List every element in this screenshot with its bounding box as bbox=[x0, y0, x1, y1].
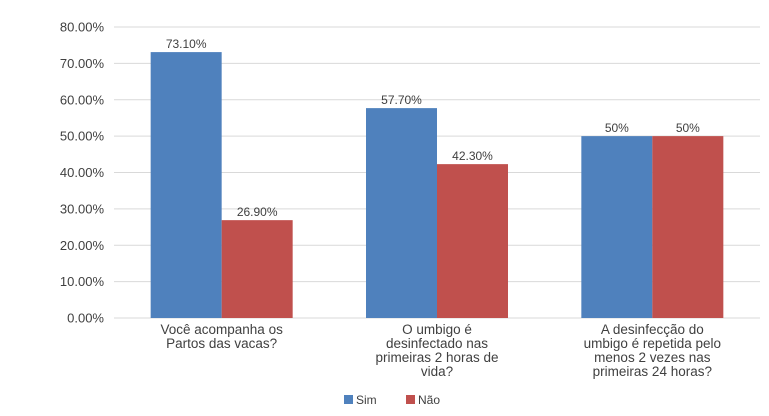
bar-sim bbox=[150, 52, 222, 318]
y-tick-label: 80.00% bbox=[60, 20, 105, 35]
bar-sim bbox=[581, 136, 653, 318]
y-tick-label: 50.00% bbox=[60, 129, 105, 144]
data-label: 73.10% bbox=[166, 37, 207, 51]
y-tick-label: 30.00% bbox=[60, 201, 105, 216]
bar-não bbox=[221, 220, 293, 318]
legend-label: Sim bbox=[356, 393, 377, 407]
legend-swatch-não bbox=[406, 395, 415, 404]
data-label: 50% bbox=[605, 121, 629, 135]
y-tick-label: 40.00% bbox=[60, 165, 105, 180]
data-labels: 73.10% 26.90% 57.70% 42.30% 50% 50% bbox=[166, 37, 700, 219]
legend: Sim Não bbox=[344, 393, 440, 407]
y-tick-label: 70.00% bbox=[60, 56, 105, 71]
y-tick-label: 20.00% bbox=[60, 238, 105, 253]
y-axis-ticks: 0.00% 10.00% 20.00% 30.00% 40.00% 50.00% 60.00… bbox=[60, 20, 105, 326]
x-axis-categories: Você acompanha os Partos das vacas? O umbi… bbox=[160, 322, 721, 379]
y-tick-label: 60.00% bbox=[60, 92, 105, 107]
bar-não bbox=[652, 136, 724, 318]
bars bbox=[150, 52, 724, 319]
bar-não bbox=[437, 164, 508, 318]
data-label: 26.90% bbox=[237, 205, 278, 219]
data-label: 50% bbox=[676, 121, 700, 135]
y-tick-label: 10.00% bbox=[60, 274, 105, 289]
category-label: Você acompanha os Partos das vacas? bbox=[160, 322, 283, 351]
data-label: 57.70% bbox=[381, 93, 422, 107]
legend-label: Não bbox=[418, 393, 440, 407]
legend-swatch-sim bbox=[344, 395, 353, 404]
y-tick-label: 0.00% bbox=[67, 311, 104, 326]
category-label: O umbigo é desinfectado nas primeiras 2 ho… bbox=[375, 322, 498, 379]
category-label: A desinfecção do umbigo é repetida pelo me… bbox=[584, 322, 721, 379]
bar-sim bbox=[366, 108, 437, 319]
data-label: 42.30% bbox=[452, 149, 493, 163]
